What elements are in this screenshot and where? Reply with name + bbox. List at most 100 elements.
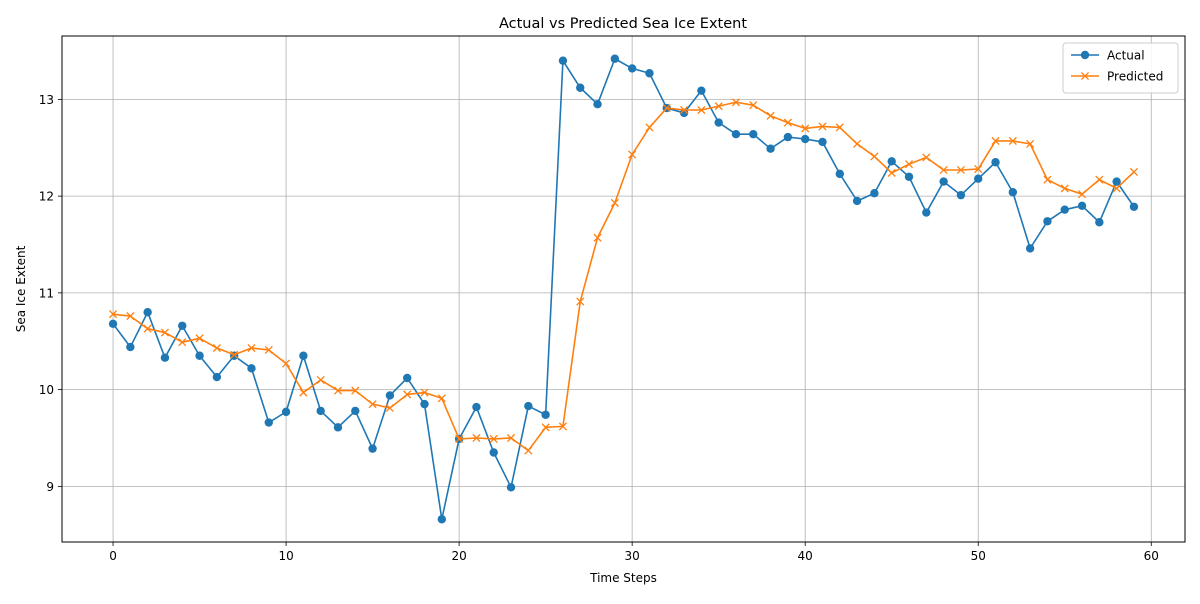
actual-point	[835, 169, 844, 179]
predicted-point	[818, 122, 827, 131]
actual-point	[679, 108, 689, 118]
predicted-point	[541, 423, 550, 432]
actual-point	[160, 353, 170, 362]
predicted-point	[1008, 136, 1017, 146]
x-tick-label: 10	[278, 549, 293, 563]
actual-point	[1008, 188, 1018, 197]
predicted-point	[489, 434, 498, 444]
predicted-point	[714, 102, 723, 111]
predicted-point	[870, 152, 879, 161]
predicted-point	[853, 139, 862, 148]
predicted-point	[749, 101, 758, 110]
predicted-point	[1095, 175, 1104, 184]
predicted-point	[316, 375, 325, 385]
actual-point	[645, 69, 654, 78]
predicted-point	[991, 136, 1000, 146]
actual-point	[749, 130, 758, 139]
actual-point	[420, 399, 429, 409]
actual-point	[212, 372, 222, 382]
actual-point	[956, 190, 966, 200]
actual-point	[1060, 205, 1069, 214]
predicted-point	[178, 338, 187, 347]
predicted-point	[1112, 184, 1121, 193]
actual-point	[143, 308, 152, 317]
actual-point	[870, 189, 879, 198]
actual-point	[818, 137, 827, 147]
y-axis-label: Sea Ice Extent	[14, 245, 28, 332]
predicted-point	[212, 343, 221, 353]
actual-point	[472, 402, 481, 412]
actual-point	[316, 406, 325, 416]
predicted-point	[974, 164, 983, 174]
actual-point	[195, 351, 204, 360]
predicted-point	[437, 394, 446, 403]
actual-point	[731, 130, 741, 139]
x-tick-label: 30	[625, 549, 640, 563]
actual-line	[112, 57, 1135, 521]
actual-point	[1112, 177, 1121, 186]
predicted-point	[126, 312, 135, 321]
plot-frame	[61, 35, 1186, 543]
predicted-point	[766, 111, 775, 120]
predicted-point	[922, 153, 931, 162]
actual-point	[403, 373, 412, 383]
actual-point	[178, 321, 187, 330]
legend-marker-actual	[1080, 50, 1090, 60]
actual-point	[922, 208, 931, 217]
predicted-point	[524, 446, 533, 455]
predicted-point	[108, 310, 118, 319]
actual-point	[991, 158, 1000, 167]
grid	[62, 36, 1185, 542]
actual-point	[541, 410, 550, 419]
actual-point	[610, 54, 620, 63]
actual-point	[333, 423, 343, 432]
predicted-point	[420, 388, 429, 397]
x-tick-label: 50	[971, 549, 986, 563]
predicted-point	[403, 390, 412, 399]
predicted-point	[731, 98, 741, 107]
predicted-point	[1060, 184, 1069, 193]
actual-point	[593, 100, 602, 109]
predicted-point	[333, 386, 343, 395]
actual-point	[904, 172, 914, 181]
actual-point	[108, 319, 118, 329]
x-tick-label: 60	[1144, 549, 1159, 563]
legend-label-predicted: Predicted	[1107, 70, 1163, 84]
predicted-point	[956, 165, 965, 175]
predicted-point	[628, 150, 637, 159]
actual-point	[766, 144, 775, 153]
actual-point	[714, 118, 723, 127]
predicted-point	[1129, 167, 1139, 176]
predicted-point	[1043, 175, 1052, 184]
actual-point	[852, 196, 862, 206]
predicted-point	[662, 104, 671, 113]
axis-ticks: 0 10 20 30 40 50 60 9 10 11 12 13	[39, 93, 1159, 563]
actual-point	[126, 342, 135, 352]
predicted-point	[697, 105, 706, 115]
y-tick-label: 13	[39, 93, 54, 107]
actual-point	[697, 86, 706, 95]
predicted-point	[783, 118, 792, 127]
actual-point	[576, 83, 585, 92]
actual-point	[506, 483, 516, 492]
actual-point	[524, 401, 533, 411]
legend-item-actual: Actual	[1071, 49, 1145, 63]
actual-point	[1077, 201, 1087, 210]
predicted-point	[645, 123, 654, 132]
actual-point	[1025, 244, 1035, 253]
x-tick-label: 20	[451, 549, 466, 563]
predicted-point	[299, 388, 308, 397]
predicted-point	[576, 297, 585, 306]
actual-point	[887, 157, 896, 166]
actual-point	[1043, 217, 1052, 226]
predicted-point	[939, 165, 948, 175]
predicted-line	[112, 101, 1135, 452]
predicted-point	[558, 422, 567, 431]
predicted-point	[887, 168, 896, 177]
predicted-point	[282, 359, 291, 368]
x-tick-label: 40	[798, 549, 813, 563]
series-layer	[108, 54, 1139, 524]
predicted-point	[351, 386, 360, 395]
predicted-point	[368, 400, 377, 409]
